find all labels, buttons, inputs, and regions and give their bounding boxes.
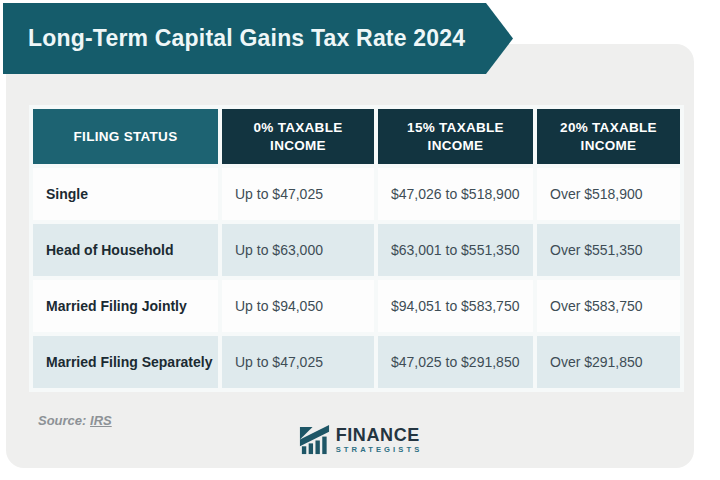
rate-15-cell: $94,051 to $583,750: [378, 280, 533, 332]
table-row-married-jointly: Married Filing Jointly Up to $94,050 $94…: [33, 280, 680, 332]
page-title: Long-Term Capital Gains Tax Rate 2024: [3, 25, 465, 52]
finance-strategists-logo: FINANCE STRATEGISTS: [0, 423, 720, 456]
column-header-15-percent: 15% TAXABLE INCOME: [378, 109, 533, 164]
column-header-filing-status: FILING STATUS: [33, 109, 218, 164]
filing-status-cell: Married Filing Separately: [33, 336, 218, 388]
rate-15-cell: $47,026 to $518,900: [378, 168, 533, 220]
capital-gains-tax-table: FILING STATUS 0% TAXABLE INCOME 15% TAXA…: [29, 105, 684, 392]
column-header-0-percent: 0% TAXABLE INCOME: [222, 109, 374, 164]
filing-status-cell: Married Filing Jointly: [33, 280, 218, 332]
column-header-20-percent: 20% TAXABLE INCOME: [537, 109, 680, 164]
rate-20-cell: Over $551,350: [537, 224, 680, 276]
table-row-head-of-household: Head of Household Up to $63,000 $63,001 …: [33, 224, 680, 276]
rate-20-cell: Over $518,900: [537, 168, 680, 220]
filing-status-cell: Single: [33, 168, 218, 220]
rate-15-cell: $47,025 to $291,850: [378, 336, 533, 388]
rate-15-cell: $63,001 to $551,350: [378, 224, 533, 276]
rate-20-cell: Over $583,750: [537, 280, 680, 332]
table-row-single: Single Up to $47,025 $47,026 to $518,900…: [33, 168, 680, 220]
bar-chart-arrow-icon: [298, 423, 331, 456]
rate-0-cell: Up to $47,025: [222, 336, 374, 388]
rate-0-cell: Up to $94,050: [222, 280, 374, 332]
logo-name: FINANCE: [336, 426, 423, 444]
title-banner: Long-Term Capital Gains Tax Rate 2024: [3, 3, 513, 74]
rate-20-cell: Over $291,850: [537, 336, 680, 388]
table-row-married-separately: Married Filing Separately Up to $47,025 …: [33, 336, 680, 388]
rate-0-cell: Up to $47,025: [222, 168, 374, 220]
logo-subname: STRATEGISTS: [336, 446, 423, 454]
filing-status-cell: Head of Household: [33, 224, 218, 276]
table-header-row: FILING STATUS 0% TAXABLE INCOME 15% TAXA…: [33, 109, 680, 164]
logo-text: FINANCE STRATEGISTS: [336, 426, 423, 454]
rate-0-cell: Up to $63,000: [222, 224, 374, 276]
